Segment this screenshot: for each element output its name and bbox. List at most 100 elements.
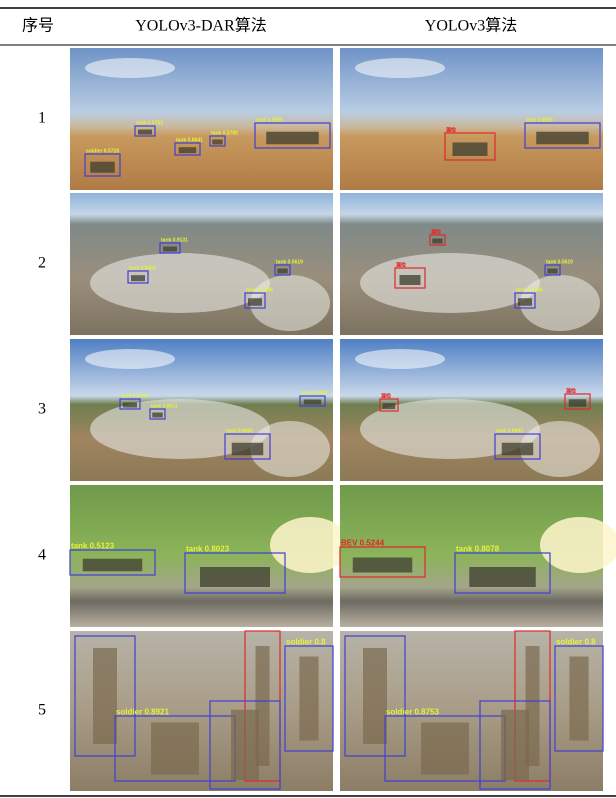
- detection-label: 漏检: [431, 229, 441, 236]
- detection-label: BEV 0.5244: [341, 539, 385, 548]
- detection-label: tank 0.5430: [121, 394, 148, 400]
- vehicle: [266, 131, 319, 145]
- detection-box: [209, 135, 226, 147]
- missed-box: [339, 546, 426, 578]
- detection-box: [524, 122, 601, 149]
- detection-label: tank 0.8078: [456, 545, 500, 554]
- detection-label: 漏检: [566, 388, 576, 395]
- detection-label: tank 0.5619: [546, 260, 573, 266]
- detection-label: soldier 0.8: [286, 638, 326, 647]
- missed-box: [564, 393, 591, 410]
- detection-label: tank 0.8993: [226, 429, 253, 435]
- vehicle: [231, 442, 264, 456]
- detection-label: tank 0.5780: [211, 131, 238, 137]
- soldier: [151, 722, 199, 775]
- detection-label: 漏检: [446, 127, 456, 134]
- detection-box: [149, 408, 166, 420]
- detection-label: soldier 0.8: [556, 638, 596, 647]
- soldier: [231, 709, 259, 781]
- vehicle: [352, 557, 413, 573]
- detection-box: [479, 700, 551, 790]
- vehicle: [277, 268, 288, 274]
- smoke: [520, 275, 600, 331]
- detection-box: [544, 264, 561, 276]
- result-image: BEV 0.5244 tank 0.8078: [339, 485, 616, 627]
- detection-label: tank 0.9131: [161, 238, 188, 244]
- header-cell: 序号: [22, 17, 54, 35]
- vehicle: [163, 246, 177, 252]
- detection-box: [554, 645, 604, 752]
- detection-label: tank 0.8424: [129, 266, 156, 272]
- detection-box: [514, 292, 536, 309]
- vehicle: [382, 403, 396, 410]
- smoke: [360, 253, 540, 313]
- detection-box: [274, 264, 291, 276]
- vehicle: [536, 131, 589, 145]
- vehicle: [303, 399, 322, 405]
- missed-box: [379, 398, 399, 412]
- row-index: 4: [38, 547, 46, 564]
- soldier: [501, 709, 529, 781]
- smoke: [250, 275, 330, 331]
- vehicle: [152, 412, 163, 418]
- detection-box: [254, 122, 331, 149]
- result-image: tank 0.8986 漏检: [340, 48, 603, 190]
- soldier: [421, 722, 469, 775]
- detection-box: [244, 292, 266, 309]
- detection-box: [174, 142, 201, 156]
- detection-box: [119, 398, 141, 410]
- detection-box: [84, 153, 121, 177]
- row-index: 3: [38, 401, 46, 418]
- result-image: tank 0.9131 tank 0.8424 tank 0.7866 tank 0.…: [70, 193, 333, 335]
- missed-box: [444, 132, 496, 161]
- detection-label: tank 0.8986: [526, 118, 553, 124]
- vehicle: [82, 558, 143, 572]
- detection-label: tank 0.8993: [496, 429, 523, 435]
- muzzle-flash: [540, 517, 616, 573]
- vehicle: [452, 142, 488, 156]
- detection-label: tank 0.5482: [301, 391, 328, 397]
- detection-box: [134, 125, 156, 137]
- header-cell: YOLOv3算法: [425, 16, 517, 35]
- vehicle: [547, 268, 558, 274]
- row-index: 1: [38, 110, 46, 127]
- detection-label: tank 0.8511: [151, 404, 178, 410]
- detection-label: tank 0.8041: [176, 138, 203, 144]
- result-image: tank 0.5430 tank 0.8993 tank 0.8511 tank 0.…: [70, 339, 333, 481]
- detection-box: [494, 433, 541, 460]
- vehicle: [90, 161, 115, 173]
- row-index: 2: [38, 255, 46, 272]
- smoke: [90, 253, 270, 313]
- vehicle: [200, 567, 270, 587]
- vehicle: [469, 567, 536, 587]
- detection-box: [284, 645, 334, 752]
- cloud: [355, 349, 445, 369]
- header-cell: YOLOv3-DAR算法: [135, 16, 267, 35]
- vehicle: [178, 147, 197, 154]
- row-index: 5: [38, 702, 46, 719]
- vehicle: [138, 129, 152, 135]
- detection-box: [184, 552, 286, 594]
- detection-box: [344, 635, 406, 757]
- vehicle: [248, 298, 262, 306]
- soldier: [299, 656, 319, 741]
- result-image: soldier 0.8921 soldier 0.8: [70, 630, 334, 791]
- vehicle: [518, 298, 532, 306]
- vehicle: [568, 399, 587, 407]
- detection-label: tank 0.5123: [71, 542, 115, 551]
- detection-label: 漏检: [381, 393, 391, 400]
- vehicle: [432, 238, 443, 244]
- cloud: [85, 349, 175, 369]
- vehicle: [212, 139, 223, 145]
- detection-box: [159, 242, 181, 254]
- detection-label: 漏检: [396, 262, 406, 269]
- result-image: tank 0.5123 tank 0.8023: [69, 485, 350, 627]
- result-image: soldier 0.8753 soldier 0.8: [340, 630, 604, 791]
- soldier: [93, 648, 117, 744]
- detection-label: soldier 0.5728: [86, 149, 119, 155]
- muzzle-flash: [270, 517, 350, 573]
- detection-box: [127, 270, 149, 284]
